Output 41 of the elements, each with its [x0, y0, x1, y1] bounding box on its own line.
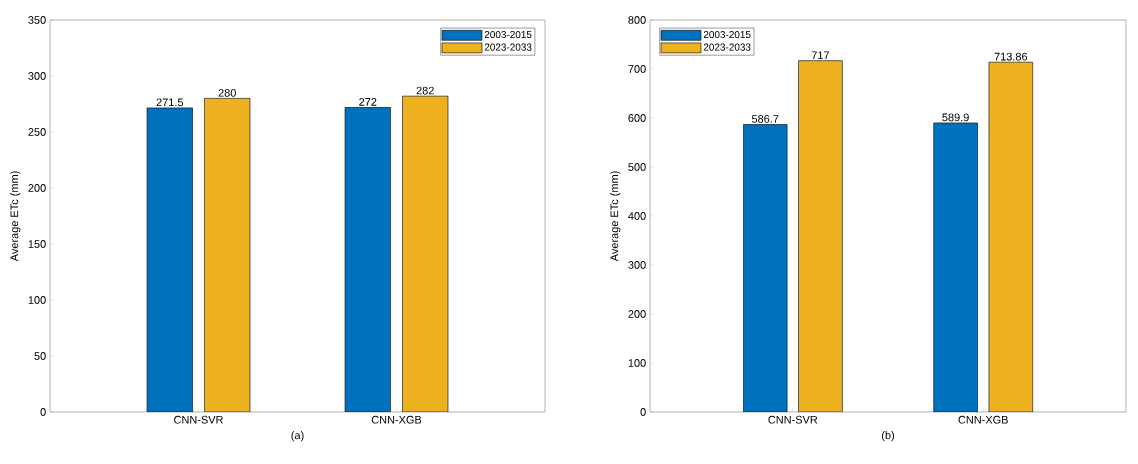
data-label: 280	[218, 88, 236, 97]
data-label: 713.86	[994, 52, 1028, 61]
legend-label: 2023-2033	[484, 43, 532, 51]
y-axis-title: Average ETc (mm)	[610, 171, 621, 262]
legend-label: 2023-2033	[703, 43, 751, 51]
data-label: 589.9	[942, 113, 969, 122]
x-tick-label: CNN-XGB	[371, 415, 422, 424]
data-label: 271.5	[156, 98, 184, 107]
y-tick-label: 500	[628, 163, 646, 171]
legend-label: 2003-2015	[484, 31, 532, 39]
data-label: 282	[416, 86, 434, 95]
y-tick-label: 100	[628, 359, 646, 367]
y-tick-label: 200	[628, 310, 646, 318]
x-tick-label: CNN-SVR	[768, 415, 818, 424]
bar	[798, 60, 843, 412]
y-tick-label: 700	[628, 65, 646, 73]
x-axis-title: (a)	[291, 431, 304, 442]
y-tick-label: 400	[628, 212, 646, 220]
y-tick-label: 800	[628, 16, 646, 24]
y-tick-label: 300	[28, 72, 46, 80]
data-label: 717	[811, 51, 830, 59]
y-tick-label: 0	[640, 408, 646, 416]
x-axis-title: (b)	[881, 431, 895, 442]
y-tick-label: 50	[34, 352, 46, 360]
bar	[933, 122, 978, 412]
bar	[988, 61, 1034, 412]
x-tick-label: CNN-SVR	[174, 415, 223, 424]
y-tick-label: 0	[40, 408, 46, 416]
data-label: 272	[359, 98, 377, 106]
x-tick-label: CNN-XGB	[958, 415, 1008, 424]
data-label: 586.7	[751, 115, 779, 123]
y-tick-label: 600	[628, 114, 646, 122]
y-axis-title: Average ETc (mm)	[10, 171, 21, 262]
y-tick-label: 150	[28, 240, 46, 248]
y-tick-label: 350	[28, 16, 46, 24]
y-tick-label: 250	[28, 128, 46, 136]
y-tick-label: 100	[28, 296, 46, 304]
y-tick-label: 200	[28, 184, 46, 192]
y-tick-label: 300	[628, 261, 646, 269]
bar	[743, 124, 788, 412]
legend-label: 2003-2015	[703, 31, 751, 39]
